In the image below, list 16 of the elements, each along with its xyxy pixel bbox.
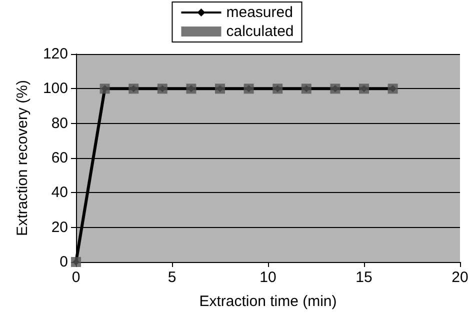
- y-tick-label: 100: [42, 80, 68, 98]
- legend-label: calculated: [226, 23, 294, 40]
- y-tick-label: 120: [42, 46, 68, 62]
- y-tick-label: 0: [60, 254, 68, 270]
- x-axis-title: Extraction time (min): [199, 293, 337, 310]
- y-tick-label: 60: [51, 150, 68, 166]
- y-tick-label: 80: [51, 114, 68, 132]
- y-tick-label: 20: [51, 218, 68, 236]
- x-tick-label: 0: [72, 269, 80, 286]
- y-axis-title: Extraction recovery (%): [14, 80, 31, 236]
- x-tick-label: 10: [260, 269, 276, 286]
- x-tick-label: 15: [356, 269, 372, 286]
- x-tick-label: 5: [168, 269, 176, 286]
- x-tick-label: 20: [452, 269, 468, 286]
- legend-label: measured: [226, 4, 293, 21]
- y-tick-label: 40: [51, 184, 68, 202]
